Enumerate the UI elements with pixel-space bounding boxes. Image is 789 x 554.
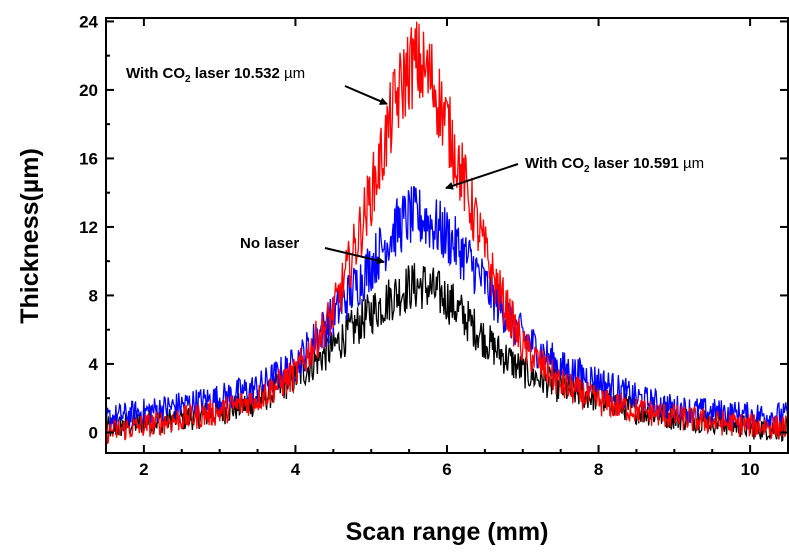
x-tick-label-4: 4: [291, 460, 301, 479]
series-layer: [105, 21, 789, 445]
annotation-10591-main: With CO: [525, 155, 584, 172]
y-tick-label-0: 0: [89, 423, 98, 442]
series-line-1: [105, 185, 789, 430]
y-tick-label-12: 12: [79, 218, 98, 237]
x-tick-label-10: 10: [741, 460, 760, 479]
y-tick-label-24: 24: [79, 12, 98, 31]
annotation-10591-rest: laser 10.591: [590, 155, 683, 172]
annotation-10532-sub: 2: [185, 74, 191, 85]
annotation-10591-sub: 2: [584, 164, 590, 175]
y-tick-label-16: 16: [79, 149, 98, 168]
annotation-10532: With CO2 laser 10.532 µm: [126, 65, 388, 105]
x-axis-title: Scan range (mm): [346, 518, 549, 546]
annotation-10532-arrow: [344, 85, 388, 105]
y-tick-label-20: 20: [79, 81, 98, 100]
annotation-no-laser-label: No laser: [240, 235, 299, 252]
y-axis-title: Thickness(µm): [16, 148, 44, 324]
series-line-2: [105, 21, 789, 445]
y-tick-label-4: 4: [89, 355, 99, 374]
x-tick-label-2: 2: [139, 460, 148, 479]
annotation-no-laser-arrow: [324, 247, 385, 265]
x-tick-label-6: 6: [442, 460, 451, 479]
annotation-10591: With CO2 laser 10.591 µm: [445, 155, 704, 190]
svg-text:With CO2 laser 10.532 µm: With CO2 laser 10.532 µm: [126, 65, 305, 85]
annotation-no-laser: No laser: [240, 235, 385, 265]
plot-frame: [105, 17, 789, 454]
x-tick-label-8: 8: [594, 460, 603, 479]
annotation-10591-arrow: [445, 163, 519, 190]
annotation-10532-main: With CO: [126, 65, 185, 82]
annotation-10532-unit: µm: [284, 65, 305, 82]
annotation-10532-rest: laser 10.532: [191, 65, 284, 82]
svg-text:With CO2 laser 10.591 µm: With CO2 laser 10.591 µm: [525, 155, 704, 175]
annotation-10591-unit: µm: [683, 155, 704, 172]
y-tick-label-8: 8: [89, 286, 98, 305]
